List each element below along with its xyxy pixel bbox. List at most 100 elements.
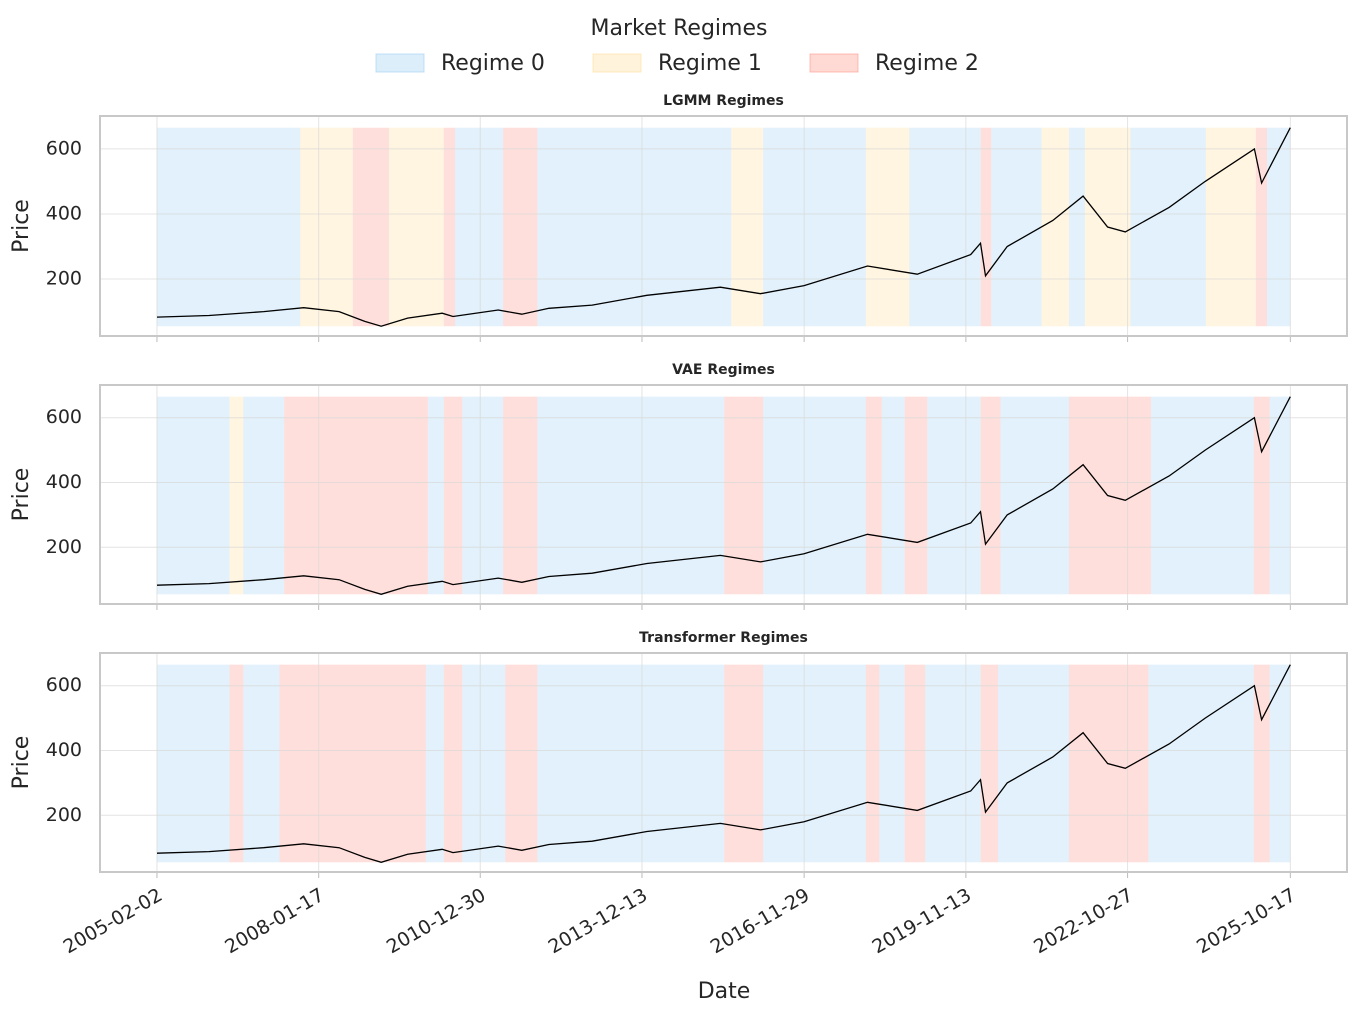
regime-span <box>455 127 504 327</box>
regime-span <box>998 664 1069 863</box>
regime-span <box>156 664 230 863</box>
regime-span <box>1150 396 1254 595</box>
y-tick-label: 600 <box>46 406 82 428</box>
legend-label: Regime 0 <box>441 51 545 76</box>
regime-span <box>724 396 764 595</box>
x-tick-label: 2022-10-27 <box>1030 884 1137 958</box>
regime-span <box>503 127 538 327</box>
regime-span <box>763 127 866 327</box>
legend-label: Regime 1 <box>658 51 762 76</box>
y-axis-label: Price <box>9 736 34 790</box>
regime-span <box>156 396 230 595</box>
panel-title: Transformer Regimes <box>639 630 808 646</box>
regime-span <box>763 396 866 595</box>
x-tick-label: 2005-02-02 <box>60 884 167 958</box>
x-axis-label: Date <box>698 979 751 1004</box>
y-axis-label: Price <box>9 468 34 522</box>
legend-swatch <box>592 53 642 73</box>
regime-span <box>156 127 301 327</box>
regime-span <box>1205 127 1256 327</box>
regime-span <box>229 396 244 595</box>
regime-span <box>980 127 992 327</box>
regime-span <box>904 396 928 595</box>
regime-span <box>1148 664 1254 863</box>
regime-span <box>1130 127 1206 327</box>
regime-span <box>443 396 463 595</box>
legend-label: Regime 2 <box>875 51 979 76</box>
regime-span <box>505 664 538 863</box>
regime-span <box>1253 664 1270 863</box>
y-axis-label: Price <box>9 199 34 253</box>
regime-span <box>865 127 910 327</box>
regime-span <box>724 664 764 863</box>
regime-span <box>537 396 725 595</box>
regime-span <box>865 396 882 595</box>
regime-span <box>503 396 538 595</box>
axes-frame <box>99 652 1348 873</box>
y-tick-label: 200 <box>46 536 82 558</box>
y-tick-label: 200 <box>46 804 82 826</box>
regime-span <box>425 664 444 863</box>
regime-span <box>1000 396 1069 595</box>
regime-span <box>1255 127 1268 327</box>
x-tick-label: 2019-11-13 <box>868 884 975 958</box>
panel-title: LGMM Regimes <box>663 93 784 109</box>
plot-area <box>100 116 1347 336</box>
plot-area <box>100 385 1347 604</box>
x-tick-label: 2010-12-30 <box>383 884 490 958</box>
regime-span <box>1267 127 1291 327</box>
legend-title: Market Regimes <box>591 16 768 41</box>
axes-frame <box>99 115 1348 337</box>
y-tick-label: 600 <box>46 137 82 159</box>
price-line <box>156 396 1291 595</box>
regime-span <box>925 664 981 863</box>
regime-span <box>879 664 905 863</box>
regime-span <box>763 664 866 863</box>
regime-span <box>427 396 444 595</box>
regime-span <box>537 664 725 863</box>
y-tick-label: 400 <box>46 739 82 761</box>
y-tick-label: 400 <box>46 471 82 493</box>
plot-area <box>100 653 1347 872</box>
regime-span <box>1041 127 1069 327</box>
regime-span <box>991 127 1042 327</box>
legend-swatch <box>375 53 425 73</box>
regime-span <box>352 127 390 327</box>
x-tick-label: 2013-12-13 <box>545 884 652 958</box>
regime-span <box>443 664 463 863</box>
regime-span <box>462 396 504 595</box>
regime-span <box>1269 664 1291 863</box>
panel-title: VAE Regimes <box>672 362 775 378</box>
legend-swatch <box>809 53 859 73</box>
regime-span <box>279 664 426 863</box>
regime-span <box>980 664 999 863</box>
y-tick-label: 200 <box>46 268 82 290</box>
x-tick-label: 2008-01-17 <box>221 884 328 958</box>
regime-span <box>927 396 981 595</box>
regime-span <box>300 127 353 327</box>
regime-span <box>243 396 285 595</box>
regime-span <box>881 396 905 595</box>
regime-span <box>243 664 280 863</box>
x-tick-label: 2016-11-29 <box>707 884 814 958</box>
regime-span <box>904 664 926 863</box>
regime-span <box>909 127 981 327</box>
regime-span <box>1269 396 1291 595</box>
regime-span <box>537 127 732 327</box>
regime-span <box>1068 127 1085 327</box>
regime-span <box>980 396 1001 595</box>
regime-span <box>462 664 506 863</box>
regime-span <box>1253 396 1270 595</box>
regime-span <box>865 664 880 863</box>
price-line <box>156 127 1291 327</box>
x-tick-label: 2025-10-17 <box>1193 884 1300 958</box>
regime-span <box>443 127 456 327</box>
regime-span <box>731 127 764 327</box>
regime-span <box>229 664 244 863</box>
price-line <box>156 664 1291 863</box>
y-tick-label: 600 <box>46 674 82 696</box>
axes-frame <box>99 384 1348 605</box>
regime-span <box>284 396 428 595</box>
regime-span <box>389 127 444 327</box>
